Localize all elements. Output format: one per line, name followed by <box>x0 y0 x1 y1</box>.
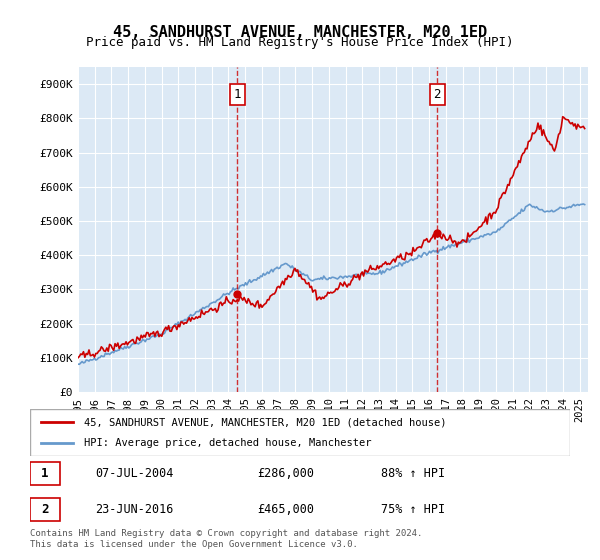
Text: 88% ↑ HPI: 88% ↑ HPI <box>381 467 445 480</box>
Text: 45, SANDHURST AVENUE, MANCHESTER, M20 1ED: 45, SANDHURST AVENUE, MANCHESTER, M20 1E… <box>113 25 487 40</box>
Text: HPI: Average price, detached house, Manchester: HPI: Average price, detached house, Manc… <box>84 438 371 448</box>
Text: 2: 2 <box>41 503 49 516</box>
Text: 07-JUL-2004: 07-JUL-2004 <box>95 467 173 480</box>
Text: £465,000: £465,000 <box>257 503 314 516</box>
FancyBboxPatch shape <box>30 409 570 456</box>
FancyBboxPatch shape <box>30 498 60 521</box>
Text: £286,000: £286,000 <box>257 467 314 480</box>
FancyBboxPatch shape <box>30 462 60 485</box>
Text: 75% ↑ HPI: 75% ↑ HPI <box>381 503 445 516</box>
Text: 23-JUN-2016: 23-JUN-2016 <box>95 503 173 516</box>
Text: 45, SANDHURST AVENUE, MANCHESTER, M20 1ED (detached house): 45, SANDHURST AVENUE, MANCHESTER, M20 1E… <box>84 417 446 427</box>
Text: Contains HM Land Registry data © Crown copyright and database right 2024.
This d: Contains HM Land Registry data © Crown c… <box>30 529 422 549</box>
Text: 2: 2 <box>433 88 441 101</box>
Text: Price paid vs. HM Land Registry's House Price Index (HPI): Price paid vs. HM Land Registry's House … <box>86 36 514 49</box>
Text: 1: 1 <box>233 88 241 101</box>
Text: 1: 1 <box>41 467 49 480</box>
